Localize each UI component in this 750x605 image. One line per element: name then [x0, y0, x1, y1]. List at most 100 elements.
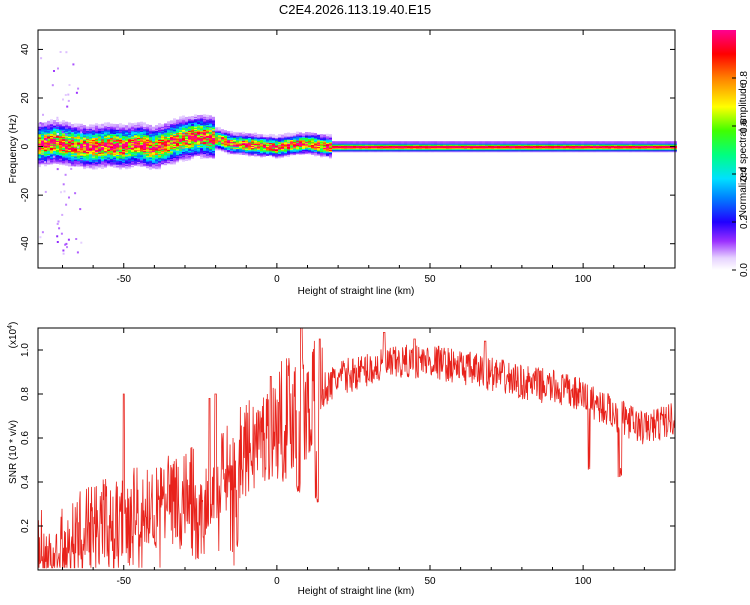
spectrogram-cell [626, 141, 629, 144]
spectrogram-cell [608, 141, 611, 144]
snr-series-line [37, 327, 676, 569]
spectrogram-cell [323, 134, 326, 137]
spectrogram-cell [524, 141, 527, 144]
colorbar-tick-label: 0.6 [739, 119, 750, 133]
spectrogram-cell [56, 222, 59, 225]
spectrogram-cell [146, 124, 149, 127]
spectrogram-cell [200, 114, 203, 118]
spectrogram-cell [284, 133, 287, 136]
spectrogram-cell [245, 133, 248, 136]
spectrogram-cell [56, 118, 59, 122]
spectrogram-cell [449, 141, 452, 144]
spectrogram-cell [491, 141, 494, 144]
spectrogram-cell [218, 127, 221, 130]
spectrogram-cell [57, 67, 59, 70]
spectrogram-cell [63, 190, 66, 193]
spectrogram-cell [578, 141, 581, 144]
snr-scale-exponent: 4 [7, 325, 14, 329]
snr-ticks: -50 0 50 100 0.2 0.4 0.6 0.8 1.0 [20, 328, 676, 587]
spectrogram-cell [56, 235, 59, 238]
spectrogram-cell [596, 141, 599, 144]
spectrogram-cell [272, 134, 275, 137]
spectrogram-cell [51, 84, 54, 87]
spectrogram-cell [170, 120, 173, 123]
spectrogram-cell [443, 141, 446, 144]
spectrogram-cell [221, 129, 224, 132]
spectrogram-cell [62, 183, 65, 186]
spectrogram-cell [569, 141, 572, 144]
spectrogram-cell [620, 141, 623, 144]
spectrogram-cell [278, 134, 281, 137]
spectrogram-cell [476, 141, 479, 144]
spectrogram-cell [44, 163, 47, 167]
spectrogram-cell [299, 132, 302, 135]
spectrogram-cell [335, 141, 338, 144]
spectrogram-cell [44, 122, 47, 125]
spectrogram-cell [665, 141, 668, 144]
spectrogram-cell [368, 141, 371, 144]
spectrogram-cell [53, 159, 56, 162]
spectrogram-cell [92, 124, 95, 128]
spectrogram-cell [263, 134, 266, 137]
spectrogram-cell [40, 57, 43, 60]
spectrogram-cell [173, 118, 176, 121]
spectrogram-cell [440, 141, 443, 144]
spectrogram-cell [71, 124, 74, 127]
spectrogram-cell [302, 133, 305, 136]
spectrogram-cell [410, 141, 413, 144]
spectrogram-cell [656, 141, 659, 144]
spectrogram-cell [101, 166, 104, 169]
spectrogram-cell [42, 113, 44, 116]
spectrogram-cell [59, 121, 62, 125]
spectrogram-cell [470, 141, 473, 144]
spectrogram-cell [341, 141, 344, 144]
spectrogram-cell [57, 133, 59, 135]
spectrogram-cell [521, 141, 524, 144]
spectrogram-cell [407, 141, 410, 144]
spectrogram-cell [45, 138, 48, 141]
spectrogram-cell [365, 141, 368, 144]
spectrogram-cell [668, 141, 671, 144]
spectrogram-cell [614, 141, 617, 144]
spectrogram-cell [57, 220, 60, 223]
spectrogram-cell [66, 246, 68, 249]
spectrogram-cell [75, 91, 78, 94]
spectrogram-cell [191, 116, 194, 119]
spectrogram-cell [659, 141, 662, 144]
spectrogram-cell [497, 141, 500, 144]
spectrogram-cell [506, 141, 509, 144]
spectrogram-cell [179, 116, 182, 119]
spectrogram-cell [62, 98, 64, 101]
spectrogram-cell [590, 141, 593, 144]
spectrogram-cell [437, 141, 440, 144]
spectrogram-cell [65, 203, 68, 206]
spectrogram-cell [635, 141, 638, 144]
spectrogram-cell [290, 133, 293, 136]
spectrogram-cell [386, 141, 389, 144]
spectrogram-cell [182, 115, 185, 118]
spectrogram-cell [140, 123, 143, 127]
spectrogram-cell [287, 132, 290, 136]
spectrogram-cell [95, 123, 98, 126]
snr-scale-close: ) [8, 322, 19, 325]
spectrogram-cell [542, 141, 545, 144]
spectrogram-cell [59, 51, 62, 53]
spectrogram-cell [62, 252, 65, 255]
spectrogram-cell [254, 132, 257, 136]
spectrogram-cell [257, 134, 260, 137]
snr-xtick-label: 50 [424, 576, 436, 587]
spectrogram-cell [308, 132, 311, 135]
spectrogram-cell [575, 141, 578, 144]
figure-title: C2E4.2026.113.19.40.E15 [279, 2, 431, 17]
spectrogram-cell [647, 141, 650, 144]
colorbar-tick-label: 0.0 [739, 263, 750, 277]
spectrogram-ytick-label: 20 [20, 92, 31, 104]
spectrogram-cell [488, 141, 491, 144]
spectrogram-cell [95, 125, 98, 128]
spectrogram-cell [188, 116, 191, 119]
snr-ytick-label: 1.0 [20, 343, 31, 357]
spectrogram-cell [638, 141, 641, 144]
spectrogram-cell [152, 126, 155, 130]
spectrogram-cell [197, 115, 200, 118]
spectrogram-cell [72, 63, 75, 66]
